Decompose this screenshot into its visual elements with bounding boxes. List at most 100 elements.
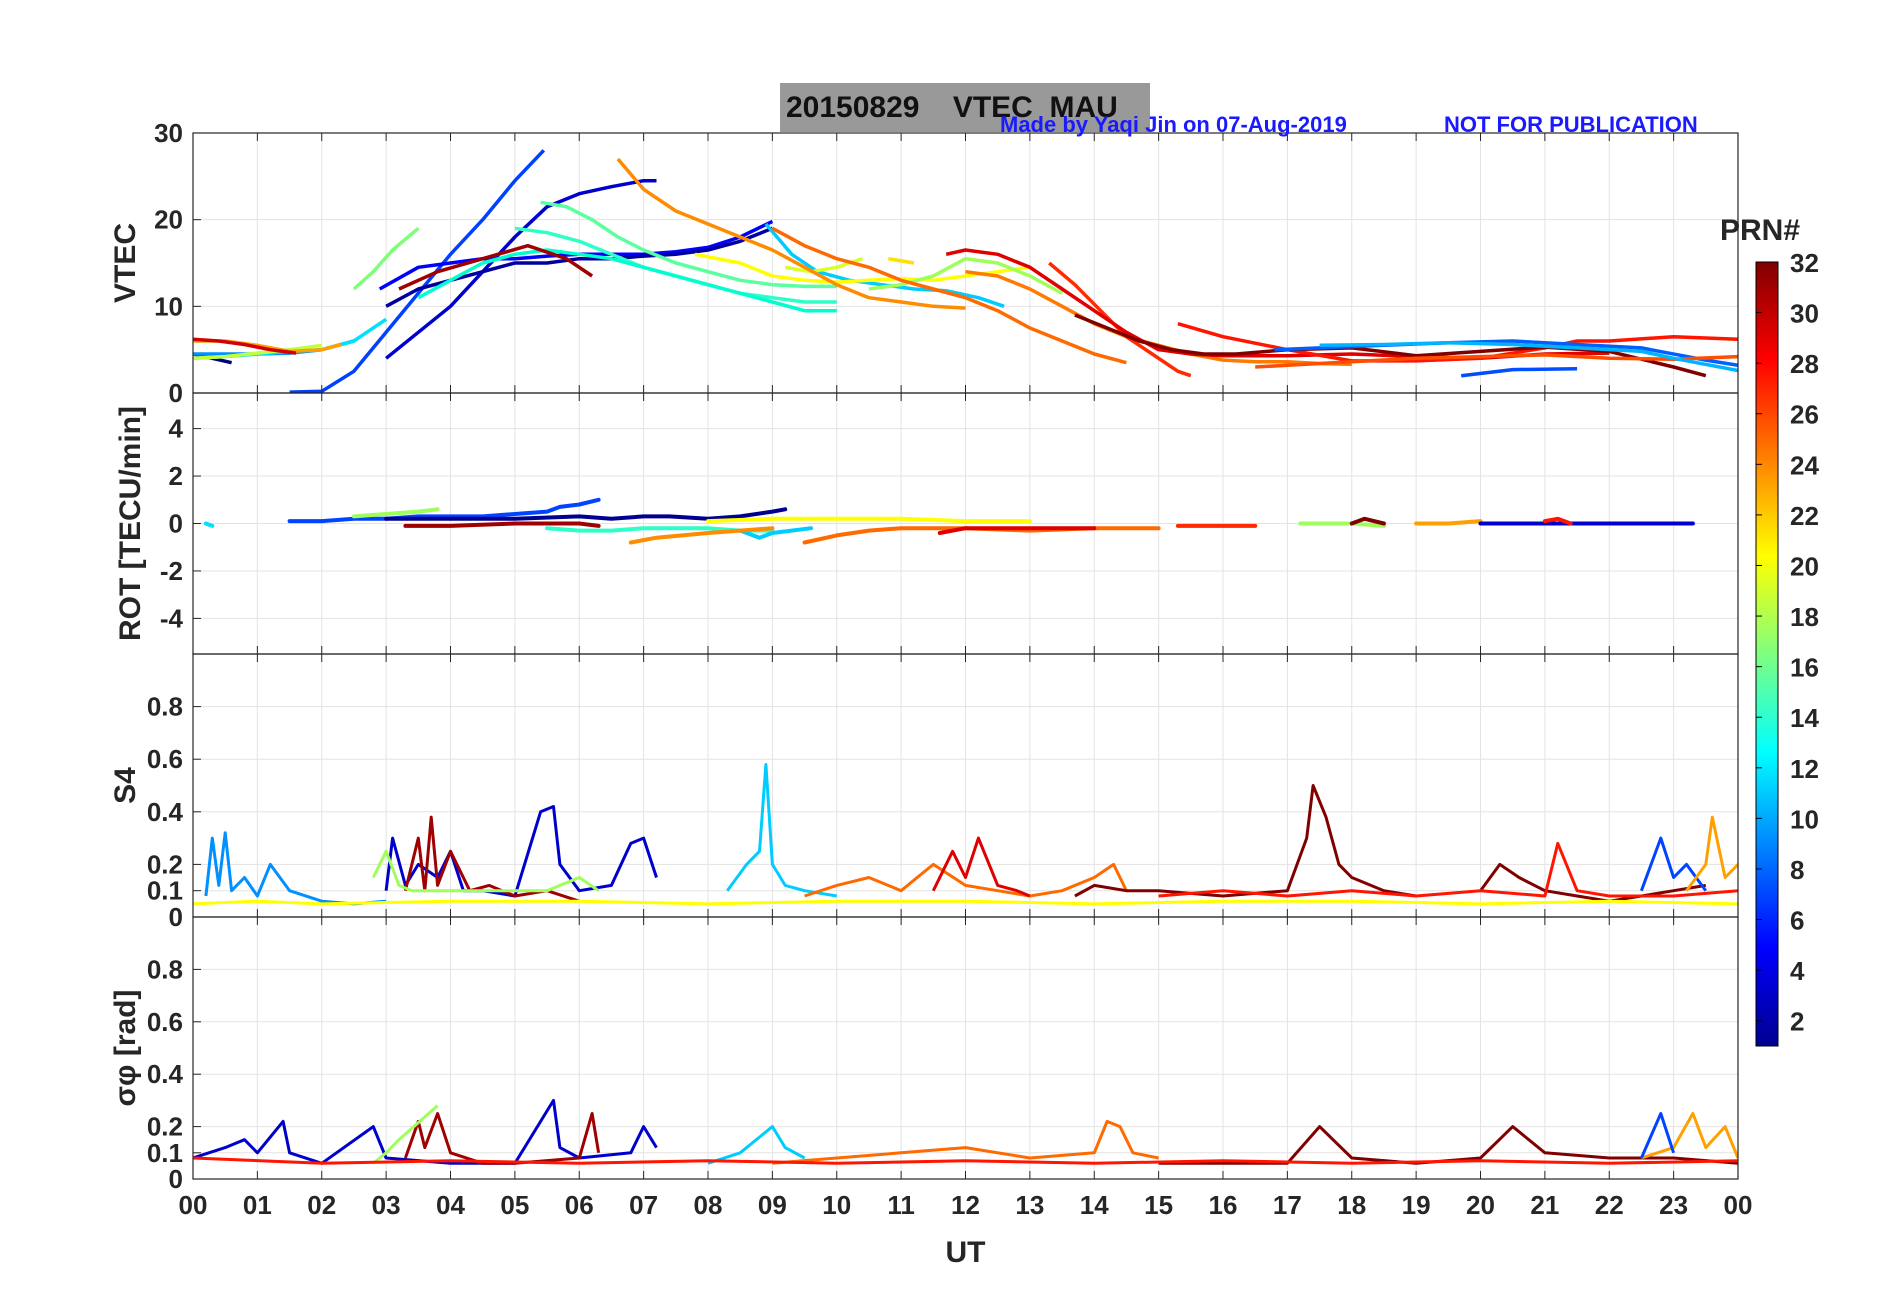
rot-series xyxy=(1349,516,1386,526)
series-line xyxy=(1048,261,1192,378)
series-line xyxy=(1685,815,1738,892)
series-line xyxy=(804,862,1128,898)
x-axis-label: UT xyxy=(946,1236,986,1269)
series-line xyxy=(1460,366,1578,378)
x-tick-label: 23 xyxy=(1659,1190,1688,1220)
colorbar-tick-label: 18 xyxy=(1790,602,1819,632)
rot-series xyxy=(738,526,813,540)
colorbar-tick-label: 8 xyxy=(1790,855,1804,885)
y-tick-label: 0 xyxy=(169,1164,183,1194)
colorbar-label: PRN# xyxy=(1720,214,1800,247)
series-line xyxy=(403,815,580,903)
series-line xyxy=(1640,1112,1738,1160)
x-tick-label: 03 xyxy=(372,1190,401,1220)
x-tick-label: 22 xyxy=(1595,1190,1624,1220)
y-tick-label: 0.2 xyxy=(147,849,183,879)
series-line xyxy=(289,149,546,393)
colorbar-tick-label: 28 xyxy=(1790,349,1819,379)
x-tick-label: 12 xyxy=(951,1190,980,1220)
series-line xyxy=(931,836,1031,898)
y-tick-label: 4 xyxy=(169,414,184,444)
series-line xyxy=(514,226,837,304)
series-line xyxy=(694,252,1031,284)
y-tick-label: -4 xyxy=(160,603,184,633)
series-line xyxy=(193,1098,658,1165)
series-line xyxy=(616,157,966,310)
series-line xyxy=(371,849,600,893)
title-box xyxy=(780,83,1150,132)
y-tick-label: 0 xyxy=(169,902,183,932)
series-line xyxy=(403,1112,601,1165)
page-title: 20150829 VTEC MAU xyxy=(786,91,1118,124)
rot-series xyxy=(628,526,775,545)
x-tick-label: 02 xyxy=(307,1190,336,1220)
colorbar-tick-label: 30 xyxy=(1790,299,1819,329)
panel-sigma_phi: 00.10.2 0.4 0.6 0.8σφ [rad] xyxy=(109,916,1739,1194)
x-tick-label: 16 xyxy=(1209,1190,1238,1220)
x-tick-label: 17 xyxy=(1273,1190,1302,1220)
series-group xyxy=(193,1098,1738,1165)
x-tick-label: 09 xyxy=(758,1190,787,1220)
x-tick-label: 01 xyxy=(243,1190,272,1220)
series-line xyxy=(888,256,915,265)
y-tick-label: 0.6 xyxy=(147,1007,183,1037)
colorbar-tick-label: 10 xyxy=(1790,804,1819,834)
y-axis-label: ROT [TECU/min] xyxy=(114,406,147,641)
rot-series xyxy=(384,507,788,521)
x-tick-label: 13 xyxy=(1015,1190,1044,1220)
y-tick-label: 30 xyxy=(154,118,183,148)
y-tick-label: -2 xyxy=(160,556,183,586)
series-line xyxy=(352,226,420,291)
x-tick-label: 07 xyxy=(629,1190,658,1220)
panel-rot: -4 -2 0 2 4 ROT [TECU/min] xyxy=(114,392,1739,655)
rot-series xyxy=(203,521,215,528)
panel-s4: 00.10.2 0.4 0.6 0.8 S4 xyxy=(109,653,1739,932)
y-tick-label: 0 xyxy=(169,509,183,539)
y-tick-label: 2 xyxy=(169,461,183,491)
y-tick-label: 0.6 xyxy=(147,744,183,774)
series-line xyxy=(1074,784,1417,898)
y-tick-label: 0.1 xyxy=(147,1138,183,1168)
colorbar-tick-label: 2 xyxy=(1790,1007,1804,1037)
colorbar-tick-label: 16 xyxy=(1790,653,1819,683)
y-tick-label: 0.1 xyxy=(147,876,183,906)
colorbar-tick-label: 26 xyxy=(1790,400,1819,430)
y-axis-label: σφ [rad] xyxy=(109,990,142,1107)
x-tick-label: 00 xyxy=(179,1190,208,1220)
series-line xyxy=(398,243,594,291)
x-tick-label: 11 xyxy=(887,1190,915,1220)
colorbar-tick-label: 20 xyxy=(1790,551,1819,581)
series-line xyxy=(707,1125,806,1165)
series-line xyxy=(868,256,1063,295)
series-line xyxy=(772,1119,1159,1165)
series-line xyxy=(385,178,657,360)
colorbar-tick-label: 22 xyxy=(1790,501,1819,531)
x-tick-label: 10 xyxy=(822,1190,851,1220)
rot-series xyxy=(1542,516,1573,526)
x-tick-label: 04 xyxy=(436,1190,465,1220)
series-line xyxy=(726,763,838,898)
x-tick-label: 06 xyxy=(565,1190,594,1220)
y-tick-label: 0.4 xyxy=(147,797,184,827)
series-line xyxy=(1319,340,1738,373)
rot-series xyxy=(351,507,440,519)
series-line xyxy=(1640,1112,1676,1159)
y-tick-label: 20 xyxy=(154,205,183,235)
notice-text: NOT FOR PUBLICATION xyxy=(1444,112,1698,137)
colorbar-tick-label: 14 xyxy=(1790,703,1819,733)
series-line xyxy=(1639,836,1708,892)
rot-series xyxy=(1414,519,1483,526)
y-tick-label: 10 xyxy=(154,291,183,321)
x-tick-label: 21 xyxy=(1530,1190,1559,1220)
series-line xyxy=(1274,339,1738,368)
series-line xyxy=(1255,353,1738,369)
panel-vtec: 0 10 20 30 VTEC xyxy=(109,118,1739,408)
series-line xyxy=(771,226,1127,365)
x-tick-label: 15 xyxy=(1144,1190,1173,1220)
colorbar-gradient xyxy=(1755,261,1779,1047)
series-line xyxy=(784,257,864,274)
x-tick-label: 18 xyxy=(1337,1190,1366,1220)
series-line xyxy=(417,248,837,313)
